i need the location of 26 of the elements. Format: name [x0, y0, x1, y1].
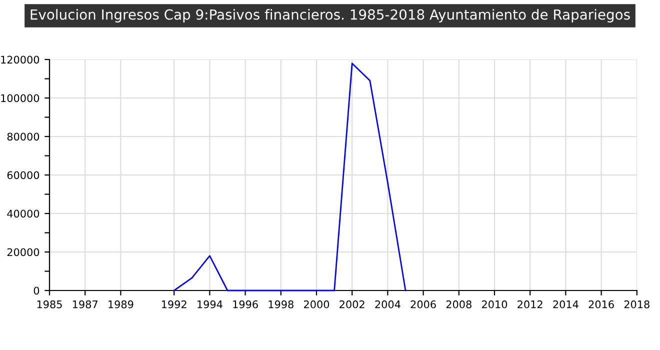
x-tick-label: 1987	[72, 300, 98, 308]
x-tick-label: 1998	[268, 300, 294, 308]
x-tick-label: 2012	[518, 300, 542, 308]
y-tick-label: 0	[34, 286, 40, 295]
x-tick-label: 1989	[108, 300, 134, 308]
chart-title: Evolucion Ingresos Cap 9:Pasivos financieros. 1985-2018 Ayuntamiento de Rapariegos	[30, 9, 630, 22]
x-tick-label: 1994	[198, 300, 222, 308]
y-tick-label: 80000	[7, 132, 40, 141]
x-tick-label: 2006	[410, 300, 436, 308]
y-tick-label: 60000	[7, 171, 40, 180]
x-tick-label: 2018	[624, 300, 650, 308]
x-tick-label: 2008	[446, 300, 472, 308]
line-series	[173, 62, 406, 292]
x-tick-label: 1996	[233, 300, 258, 308]
y-tick-label: 100000	[1, 94, 40, 102]
x-tick-label: 2010	[482, 300, 508, 308]
x-tick-label: 2004	[375, 300, 400, 308]
x-tick-label: 1985	[37, 300, 62, 308]
x-tick-label: 1992	[162, 300, 186, 308]
y-tick-label: 120000	[1, 56, 40, 64]
x-tick-label: 2014	[553, 300, 578, 308]
x-tick-label: 2002	[340, 300, 364, 308]
x-tick-label: 2000	[304, 300, 330, 308]
y-tick-label: 20000	[7, 248, 40, 256]
x-tick-label: 2016	[588, 300, 614, 308]
y-tick-label: 40000	[7, 210, 40, 218]
